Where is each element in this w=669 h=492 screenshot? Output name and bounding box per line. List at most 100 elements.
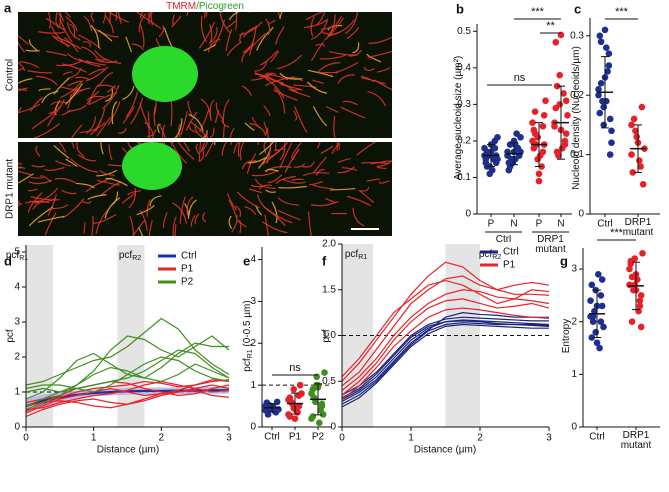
mitochondrion (367, 90, 386, 107)
mitochondrion (65, 83, 83, 105)
mitochondrion (360, 190, 375, 203)
data-point (312, 398, 319, 406)
mitochondrion (107, 101, 121, 126)
mitochondrion (99, 170, 115, 176)
mitochondrion (263, 121, 268, 137)
mitochondrion (195, 143, 200, 155)
data-point (542, 97, 549, 105)
mitochondrion (316, 12, 326, 26)
mitochondrion (153, 105, 157, 127)
mitochondrion (320, 145, 334, 154)
y-axis-label: Entropy (561, 319, 572, 353)
mitochondrion (205, 12, 208, 17)
mitochondrion (186, 196, 194, 216)
mitochondrion (67, 104, 87, 112)
mitochondrion (315, 168, 325, 176)
data-line (341, 261, 550, 382)
y-tick-label: 0.5 (457, 26, 471, 37)
mitochondrion (91, 215, 94, 236)
mitochondrion (265, 78, 285, 99)
mitochondrion (59, 12, 65, 22)
mitochondrion (172, 216, 177, 236)
mitochondrion (44, 167, 65, 171)
mitochondrion (118, 12, 120, 13)
data-point (637, 323, 645, 331)
y-tick-label: 0.3 (457, 99, 471, 110)
mitochondrion (179, 196, 186, 224)
mitochondrion (64, 12, 71, 18)
row-label: Control (5, 59, 16, 91)
mitochondrion (125, 36, 132, 53)
mitochondrion (265, 18, 271, 36)
mitochondria-control (5, 12, 392, 138)
mitochondrion (56, 59, 84, 67)
data-line (25, 363, 230, 411)
mitochondrion (346, 195, 372, 207)
y-tick-label: 1.0 (322, 330, 336, 341)
mitochondrion (18, 103, 41, 114)
data-point (604, 68, 611, 75)
data-line (25, 349, 230, 407)
data-line (341, 316, 549, 396)
region-label: pcfR2 (119, 250, 141, 262)
mitochondrion (374, 79, 392, 91)
y-axis-label: Nucleoid density (Nucleoids/µm) (571, 46, 582, 190)
mitochondrion (37, 31, 66, 34)
mitochondrion (148, 12, 150, 18)
mitochondrion (102, 84, 120, 110)
mitochondrion (320, 25, 333, 30)
mitochondrion (86, 95, 104, 101)
mitochondrion (158, 24, 164, 37)
mitochondrion (131, 43, 144, 51)
mitochondrion (309, 180, 323, 186)
mitochondrion (104, 14, 115, 34)
mitochondrion (275, 142, 277, 152)
panel-label: e (243, 253, 250, 268)
mitochondrion (235, 205, 242, 218)
mitochondrion (279, 142, 286, 161)
mitochondrion (136, 12, 162, 29)
nucleus (122, 142, 182, 190)
mitochondrion (44, 212, 57, 236)
data-point (264, 411, 272, 418)
group-label: Ctrl (495, 235, 512, 245)
y-tick-label: 2 (250, 338, 256, 349)
data-point (597, 292, 605, 299)
mitochondrion (38, 88, 51, 92)
mitochondrion (93, 28, 119, 38)
mitochondrion (122, 85, 135, 100)
mitochondrion (5, 38, 13, 40)
region-label-text: pcf (345, 249, 359, 260)
y-tick-label: 0.2 (570, 90, 584, 101)
mitochondrion (90, 12, 95, 23)
mitochondrion (147, 129, 157, 137)
mitochondrion (328, 51, 358, 56)
y-tick-label: 0 (571, 422, 577, 433)
mitochondrion (83, 15, 93, 32)
mitochondrion (115, 12, 118, 21)
legend-label: P2 (181, 277, 194, 288)
mitochondrion (236, 220, 247, 228)
mitochondrion (130, 97, 144, 125)
x-tick-label: DRP1 mutant (622, 218, 654, 238)
data-point (531, 108, 539, 115)
data-point (535, 177, 543, 185)
data-point (494, 155, 501, 163)
mitochondrion (139, 209, 148, 232)
mitochondrion (53, 77, 71, 95)
data-line (341, 320, 550, 399)
data-point (596, 109, 604, 117)
mitochondrion (58, 142, 67, 153)
mitochondrion (307, 81, 328, 94)
mitochondrion (55, 160, 71, 167)
data-point (290, 404, 298, 412)
mitochondrion (24, 200, 50, 204)
mitochondrion (378, 180, 390, 184)
mitochondrion (248, 188, 262, 193)
mitochondrion (273, 89, 298, 101)
mitochondrion (312, 79, 324, 84)
mitochondrion (239, 32, 244, 44)
mitochondrion (106, 85, 116, 93)
data-line (341, 312, 550, 402)
y-label-text: Average nucleoid size (µm²) (453, 56, 464, 181)
